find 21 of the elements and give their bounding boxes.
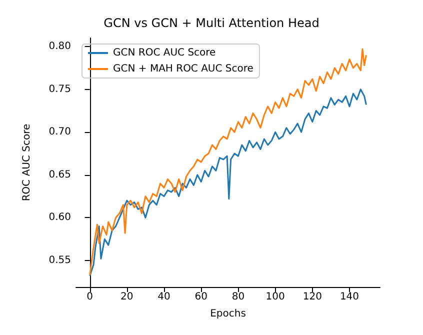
y-axis-title: ROC AUC Score bbox=[22, 124, 32, 202]
y-tick-label: 0.65 bbox=[48, 169, 71, 180]
x-tick-label: 40 bbox=[158, 292, 170, 302]
y-tick-label: 0.60 bbox=[48, 212, 71, 224]
line-series bbox=[89, 88, 367, 277]
chart-title: GCN vs GCN + Multi Attention Head bbox=[104, 16, 320, 30]
x-tick-label: 120 bbox=[302, 292, 322, 302]
y-tick-label: 0.55 bbox=[48, 254, 71, 266]
y-tick-label: 0.70 bbox=[48, 126, 71, 138]
line-series bbox=[89, 48, 367, 276]
x-tick-label: 100 bbox=[266, 292, 285, 302]
x-tick-label: 140 bbox=[340, 292, 360, 302]
x-tick-label: 80 bbox=[232, 292, 245, 302]
x-tick-label: 20 bbox=[120, 292, 134, 302]
legend-label: GCN + MAH ROC AUC Score bbox=[113, 64, 254, 74]
x-tick-label: 60 bbox=[194, 292, 208, 302]
legend-label: GCN ROC AUC Score bbox=[113, 48, 216, 58]
x-tick-label: 0 bbox=[86, 292, 94, 302]
x-axis-title: Epochs bbox=[210, 308, 246, 320]
y-tick-label: 0.80 bbox=[48, 41, 71, 52]
y-tick-label: 0.75 bbox=[48, 84, 71, 95]
